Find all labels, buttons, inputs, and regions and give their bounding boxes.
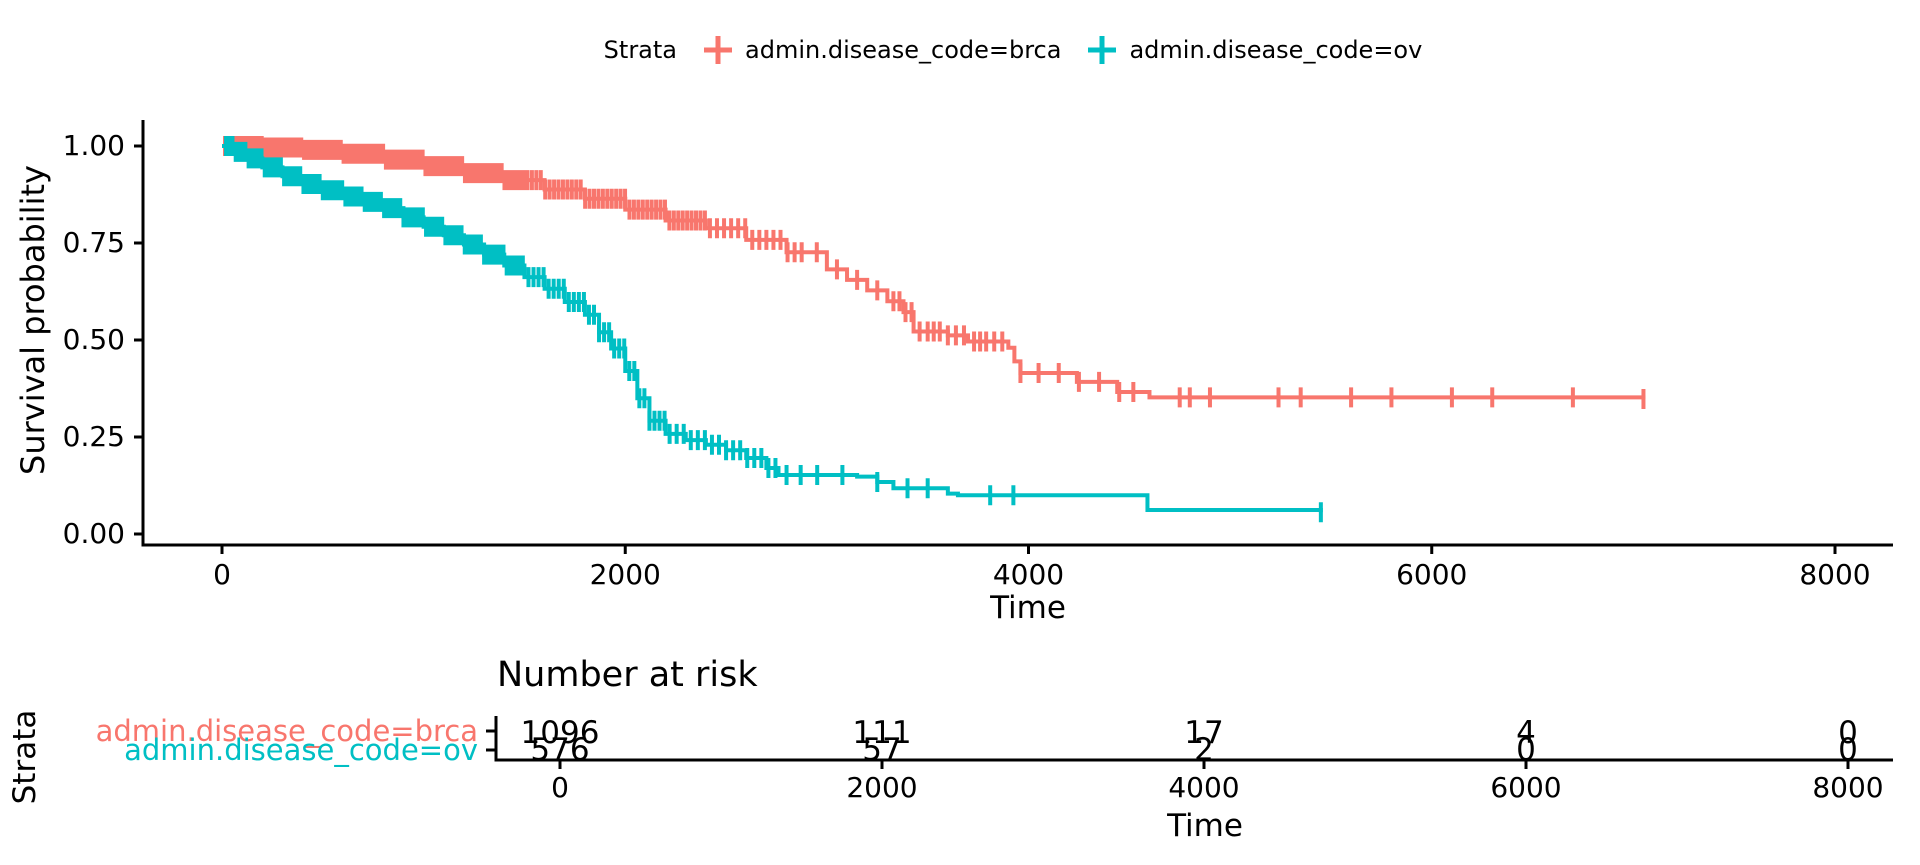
y-tick-label: 0.25: [62, 420, 125, 453]
risk-row-label-brca: admin.disease_code=brca: [95, 714, 478, 748]
legend: Strata admin.disease_code=brca admin.dis…: [106, 33, 1920, 67]
y-tick-label: 0.75: [62, 226, 125, 259]
x-tick-label: 4000: [992, 558, 1065, 591]
risk-count-value: 17: [1184, 715, 1224, 751]
x-tick-label: 2000: [589, 558, 661, 591]
risk-count-value: 1096: [520, 715, 600, 751]
risk-x-tick-label: 8000: [1812, 771, 1884, 804]
risk-x-tick-label: 6000: [1490, 771, 1562, 804]
legend-title: Strata: [603, 36, 678, 64]
risk-x-tick-label: 4000: [1168, 771, 1240, 804]
legend-entry-ov: admin.disease_code=ov: [1085, 33, 1422, 67]
risk-table-title: Number at risk: [497, 655, 758, 695]
risk-count-value: 0: [1838, 715, 1858, 751]
y-tick-label: 1.00: [62, 129, 125, 162]
plus-censor-icon: [1088, 36, 1117, 64]
risk-count-value: 0: [1516, 732, 1536, 768]
x-tick-label: 6000: [1396, 558, 1468, 591]
x-tick-label: 8000: [1799, 558, 1871, 591]
survival-curve: [222, 144, 1646, 400]
x-axis-title: Time: [990, 590, 1066, 626]
risk-x-tick-label: 2000: [846, 771, 918, 804]
censor-marks: [223, 136, 1646, 409]
risk-count-value: 576: [530, 732, 590, 768]
x-tick-label: 0: [213, 558, 231, 591]
legend-entry-brca: admin.disease_code=brca: [701, 33, 1061, 67]
y-axis-title: Survival probability: [14, 165, 52, 475]
y-tick-label: 0.50: [62, 323, 125, 356]
legend-label-ov: admin.disease_code=ov: [1129, 36, 1423, 64]
censor-marks: [224, 136, 1323, 523]
risk-count-value: 57: [862, 732, 902, 768]
risk-x-axis-title: Time: [1167, 808, 1243, 844]
y-tick-label: 0.00: [62, 517, 125, 550]
risk-count-value: 4: [1516, 715, 1536, 751]
risk-count-value: 2: [1194, 732, 1214, 768]
risk-row-label-ov: admin.disease_code=ov: [124, 733, 478, 767]
legend-label-brca: admin.disease_code=brca: [745, 36, 1062, 64]
plus-censor-icon: [704, 36, 733, 64]
risk-count-value: 0: [1838, 732, 1858, 768]
risk-count-value: 111: [852, 715, 912, 751]
risk-x-tick-label: 0: [551, 771, 569, 804]
